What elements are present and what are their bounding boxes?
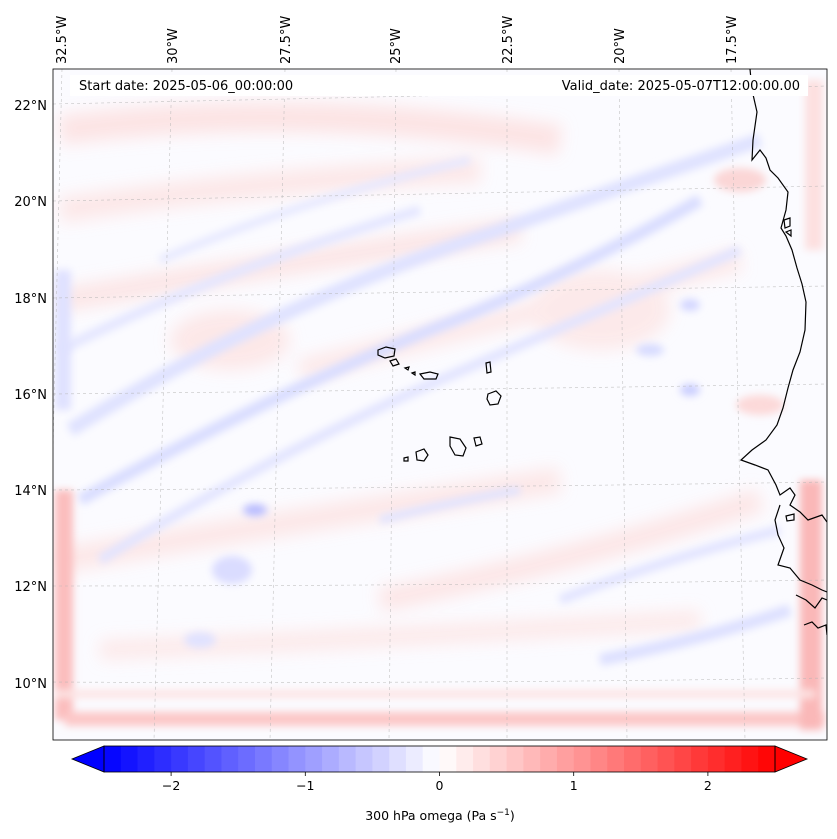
colorbar-bin xyxy=(405,746,424,772)
map-frame xyxy=(52,68,828,741)
lon-tick-label: 32.5°W xyxy=(55,16,70,64)
west-africa-coastline xyxy=(739,69,827,636)
colorbar-tick-label: −1 xyxy=(296,778,314,793)
gridlines xyxy=(53,69,827,740)
colorbar-tick-label: 0 xyxy=(436,778,444,793)
lon-tick-label: 17.5°W xyxy=(725,16,740,64)
colorbar-extend-low xyxy=(70,745,105,773)
colorbar-bin xyxy=(338,746,357,772)
cape-verde-islands xyxy=(377,346,502,462)
valid-date-label: Valid_date: 2025-05-07T12:00:00.00 xyxy=(562,79,800,94)
colorbar-extend-high xyxy=(774,745,809,773)
colorbar-bin xyxy=(506,746,524,772)
lat-tick-label: 10°N xyxy=(14,677,47,692)
colorbar-bin xyxy=(607,746,625,772)
colorbar-bin xyxy=(271,746,289,772)
colorbar-bin xyxy=(221,746,239,772)
colorbar-bin xyxy=(288,746,306,772)
omega-field xyxy=(55,80,825,730)
colorbar-bin xyxy=(456,746,474,772)
colorbar-bin xyxy=(322,746,340,772)
colorbar-bin xyxy=(707,746,726,772)
colorbar-bin xyxy=(372,746,390,772)
colorbar-label: 300 hPa omega (Pa s−1) xyxy=(365,808,515,823)
colorbar-bin xyxy=(758,746,776,772)
colorbar-bin xyxy=(104,746,122,772)
latitude-tick-labels: 22°N 20°N 18°N 16°N 14°N 12°N 10°N xyxy=(14,99,47,692)
colorbar-bin xyxy=(137,746,155,772)
lat-tick-label: 12°N xyxy=(14,580,47,595)
colorbar-bin xyxy=(238,746,256,772)
colorbar-bin xyxy=(489,746,507,772)
lat-tick-label: 18°N xyxy=(14,292,47,307)
colorbar-bin xyxy=(422,746,440,772)
colorbar: −2 −1 0 1 2 300 hPa omega (Pa s−1) xyxy=(70,745,809,823)
colorbar-bin xyxy=(187,746,206,772)
colorbar-bin xyxy=(624,746,642,772)
colorbar-bin xyxy=(691,746,709,772)
lon-tick-label: 22.5°W xyxy=(501,16,516,64)
lat-tick-label: 16°N xyxy=(14,388,47,403)
colorbar-bin xyxy=(657,746,675,772)
colorbar-tick-label: 1 xyxy=(570,778,578,793)
colorbar-bin xyxy=(724,746,742,772)
colorbar-bin xyxy=(254,746,273,772)
lon-tick-label: 25°W xyxy=(389,28,404,64)
colorbar-bin xyxy=(171,746,189,772)
date-info-box xyxy=(70,75,808,96)
colorbar-bin xyxy=(640,746,658,772)
map-panel: Start date: 2025-05-06_00:00:00 Valid_da… xyxy=(53,69,827,740)
colorbar-ticks: −2 −1 0 1 2 xyxy=(162,772,712,793)
lon-tick-label: 30°W xyxy=(166,28,181,64)
longitude-tick-labels: 32.5°W 30°W 27.5°W 25°W 22.5°W 20°W 17.5… xyxy=(55,16,740,64)
colorbar-bin xyxy=(120,746,138,772)
colorbar-bin xyxy=(473,746,491,772)
colorbar-bin xyxy=(674,746,692,772)
colorbar-tick-label: −2 xyxy=(162,778,180,793)
lon-tick-label: 20°W xyxy=(613,28,628,64)
colorbar-bin xyxy=(540,746,558,772)
colorbar-bin xyxy=(556,746,575,772)
colorbar-tick-label: 2 xyxy=(704,778,712,793)
colorbar-bin xyxy=(741,746,759,772)
lat-tick-label: 22°N xyxy=(14,99,47,114)
colorbar-bin xyxy=(355,746,373,772)
colorbar-bin xyxy=(389,746,407,772)
colorbar-bin xyxy=(204,746,222,772)
colorbar-bin xyxy=(305,746,323,772)
colorbar-bin xyxy=(573,746,591,772)
colorbar-bin xyxy=(154,746,172,772)
lat-tick-label: 20°N xyxy=(14,195,47,210)
start-date-label: Start date: 2025-05-06_00:00:00 xyxy=(79,79,293,94)
colorbar-bin xyxy=(590,746,608,772)
colorbar-bins xyxy=(104,746,776,772)
colorbar-bin xyxy=(523,746,541,772)
lat-tick-label: 14°N xyxy=(14,484,47,499)
colorbar-bin xyxy=(439,746,457,772)
lon-tick-label: 27.5°W xyxy=(279,16,294,64)
